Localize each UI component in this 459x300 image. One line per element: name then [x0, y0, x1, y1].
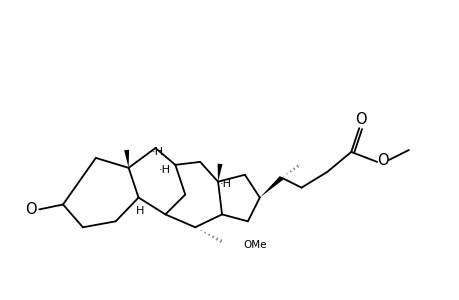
Text: ·H: ·H [158, 165, 170, 175]
Text: ·H: ·H [151, 147, 163, 157]
Polygon shape [217, 164, 222, 182]
Text: O: O [355, 112, 366, 127]
Text: OMe: OMe [242, 240, 266, 250]
Polygon shape [124, 150, 129, 168]
Text: ·H: ·H [219, 179, 231, 189]
Polygon shape [259, 176, 283, 198]
Text: O: O [376, 153, 388, 168]
Text: H: H [136, 206, 145, 216]
Text: O: O [25, 202, 37, 217]
